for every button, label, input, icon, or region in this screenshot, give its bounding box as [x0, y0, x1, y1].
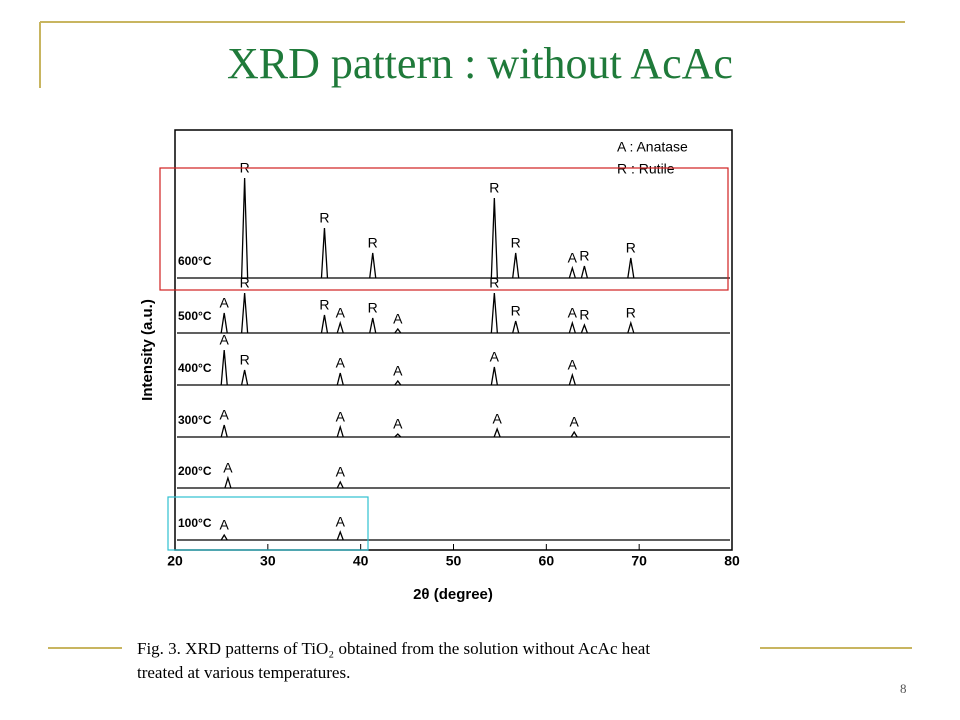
peak-label: R [319, 297, 329, 313]
peak [627, 320, 635, 334]
peak-label: R [368, 235, 378, 251]
peak-label: R [579, 248, 589, 264]
peak-label: A [393, 363, 403, 379]
page-number: 8 [900, 681, 907, 696]
peak-label: R [240, 352, 250, 368]
peak [394, 433, 402, 438]
peak [240, 177, 249, 279]
caption-line: Fig. 3. XRD patterns of TiO₂ obtained fr… [137, 639, 650, 658]
peak [369, 252, 377, 279]
peak-label: R [579, 307, 589, 323]
peak-label: A [220, 517, 230, 533]
peak-label: A [568, 357, 578, 373]
peak-label: A [220, 295, 230, 311]
peak [220, 349, 228, 386]
peak [493, 427, 501, 438]
peak [220, 312, 228, 334]
peak-label: A [492, 411, 502, 427]
highlight-box [167, 496, 369, 551]
x-axis-label: 2θ (degree) [413, 586, 493, 603]
peak [490, 366, 498, 386]
peak [240, 292, 249, 334]
y-axis-label: Intensity (a.u.) [139, 299, 156, 401]
legend-entry: R : Rutile [617, 161, 675, 177]
caption-line: treated at various temperatures. [137, 663, 350, 682]
peak-label: A [568, 305, 578, 321]
peak-label: R [368, 300, 378, 316]
peak-label: R [511, 235, 521, 251]
peak-label: R [240, 275, 250, 291]
peak-label: A [336, 305, 346, 321]
peak-label: A [568, 250, 578, 266]
series-label: 300°C [178, 413, 212, 427]
peak-label: R [626, 240, 636, 256]
peak-label: R [489, 180, 499, 196]
peak-label: R [319, 210, 329, 226]
peak [490, 292, 498, 334]
peak-label: A [220, 407, 230, 423]
peak [568, 320, 576, 334]
x-tick-label: 50 [446, 553, 462, 569]
peak-label: A [570, 414, 580, 430]
x-tick-label: 40 [353, 553, 369, 569]
x-tick-label: 20 [167, 553, 183, 569]
peak [570, 430, 578, 438]
plot-frame [174, 129, 733, 551]
series-label: 500°C [178, 309, 212, 323]
slide-title: XRD pattern : without AcAc [227, 39, 733, 88]
series-label: 600°C [178, 254, 212, 268]
peak [394, 327, 402, 334]
series-label: 200°C [178, 464, 212, 478]
peak [512, 320, 520, 334]
peak [394, 379, 402, 386]
peak [336, 480, 344, 489]
peak-label: A [336, 464, 346, 480]
series-label: 400°C [178, 361, 212, 375]
peak-label: A [336, 514, 346, 530]
peak [336, 320, 344, 334]
peak [627, 257, 635, 279]
peak-label: A [393, 311, 403, 327]
peak [512, 252, 520, 279]
series-label: 100°C [178, 516, 212, 530]
peak-label: R [626, 305, 636, 321]
peak-label: R [489, 275, 499, 291]
peak [220, 424, 228, 438]
peak [369, 317, 377, 334]
peak [336, 372, 344, 386]
peak [568, 265, 576, 279]
peak [580, 265, 589, 279]
peak-label: R [511, 303, 521, 319]
peak [336, 530, 344, 541]
peak [490, 197, 498, 279]
peak-label: A [336, 409, 346, 425]
peak-label: A [393, 416, 403, 432]
legend-entry: A : Anatase [617, 139, 688, 155]
peak-label: A [223, 460, 233, 476]
peak [336, 424, 344, 438]
peak [320, 314, 329, 334]
peak [320, 227, 329, 279]
peak-label: A [490, 349, 500, 365]
x-tick-label: 30 [260, 553, 276, 569]
peak [568, 372, 576, 386]
peak-label: A [336, 355, 346, 371]
peak [220, 533, 228, 541]
peak [224, 475, 232, 489]
highlight-box [159, 167, 729, 291]
x-tick-label: 80 [724, 553, 740, 569]
peak [580, 323, 589, 334]
peak-label: A [220, 332, 230, 348]
x-tick-label: 60 [539, 553, 555, 569]
peak [240, 369, 249, 386]
x-tick-label: 70 [631, 553, 647, 569]
